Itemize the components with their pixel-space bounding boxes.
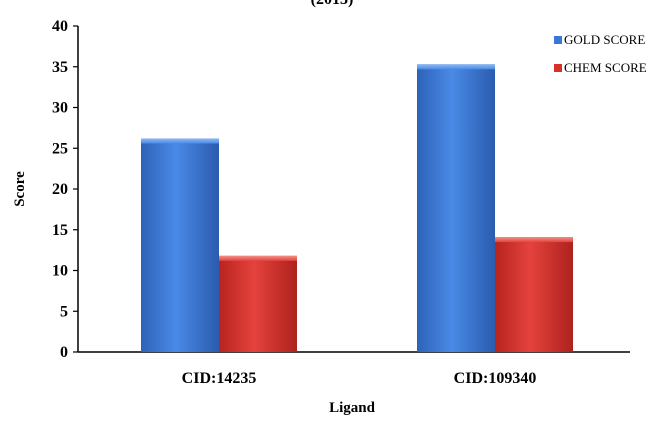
- bar-chem-0: [219, 255, 297, 352]
- legend-label-chem: CHEM SCORE: [564, 60, 647, 75]
- y-tick-label: 30: [52, 100, 68, 117]
- bar-cap-gold-0: [141, 138, 219, 144]
- bar-chem-1: [495, 237, 573, 352]
- y-tick-label: 35: [52, 59, 68, 76]
- y-tick-label: 25: [52, 140, 68, 157]
- y-tick-label: 0: [60, 344, 68, 361]
- bar-cap-chem-0: [219, 255, 297, 261]
- legend: GOLD SCORE CHEM SCORE: [554, 32, 647, 75]
- bar-cap-gold-1: [417, 64, 495, 70]
- y-tick-label: 40: [52, 18, 68, 35]
- bar-gold-1: [417, 64, 495, 353]
- bar-cap-chem-1: [495, 237, 573, 243]
- y-tick-label: 5: [60, 303, 68, 320]
- x-axis-title: Ligand: [329, 400, 376, 416]
- y-axis-ticks: 0 5 10 15 20 25 30 35 40: [52, 18, 78, 361]
- legend-swatch-chem: [554, 64, 562, 72]
- y-axis-title: Score: [12, 171, 28, 207]
- y-tick-label: 20: [52, 181, 68, 198]
- x-axis-tick-labels: CID:14235 CID:109340: [182, 370, 537, 387]
- x-tick-label: CID:14235: [182, 370, 257, 387]
- legend-swatch-gold: [554, 36, 562, 44]
- y-tick-label: 15: [52, 222, 68, 239]
- legend-label-gold: GOLD SCORE: [564, 32, 645, 47]
- bar-gold-0: [141, 138, 219, 352]
- chart-title: (2013): [311, 0, 354, 8]
- bars-group: [141, 64, 573, 353]
- y-tick-label: 10: [52, 263, 68, 280]
- x-tick-label: CID:109340: [454, 370, 537, 387]
